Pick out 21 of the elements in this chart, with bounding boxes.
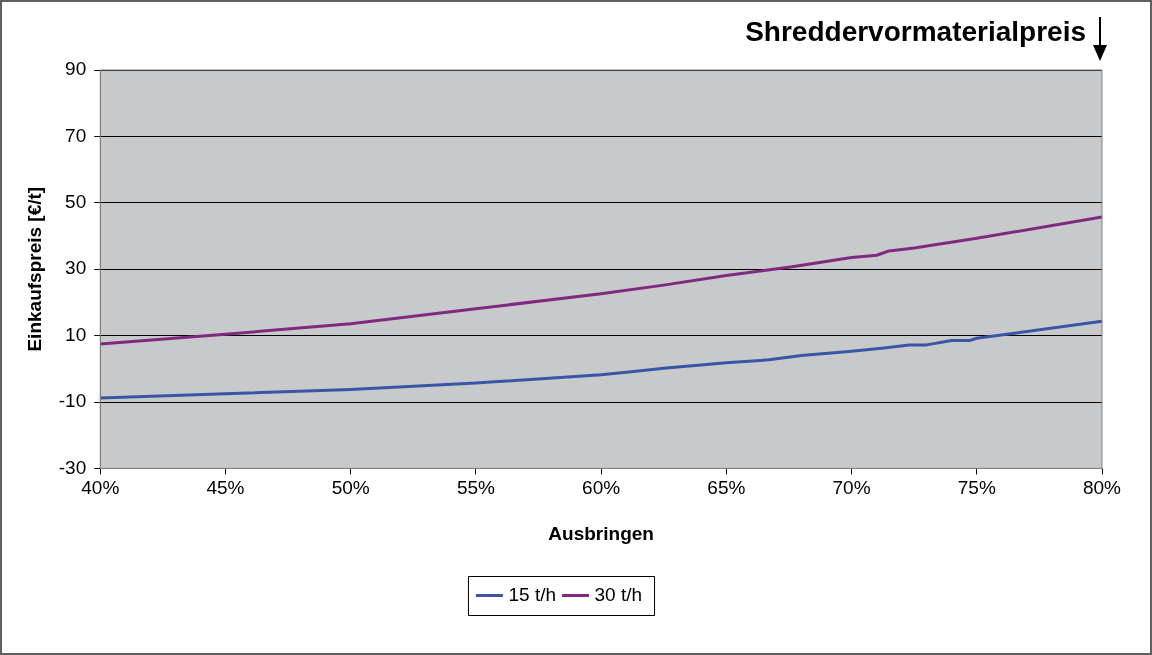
y-tick-label: 90 [65, 58, 87, 80]
x-tick-label: 70% [832, 477, 871, 499]
x-tick-label: 50% [331, 477, 370, 499]
x-tick-label: 55% [456, 477, 496, 499]
x-tick-label: 65% [707, 477, 746, 499]
y-tick-label: -30 [58, 456, 87, 478]
y-tick-label: 70 [65, 124, 87, 146]
chart-title: Shreddervormaterialpreis [745, 16, 1086, 48]
x-axis-title: Ausbringen [548, 522, 654, 544]
x-tick-label: 80% [1082, 477, 1122, 499]
y-axis-title: Einkaufspreis [€/t] [23, 186, 45, 352]
y-tick-label: 30 [65, 257, 87, 279]
x-tick-label: 60% [582, 477, 621, 499]
y-tick-label: -10 [58, 390, 87, 412]
legend-label: 30 t/h [594, 583, 643, 605]
legend-label: 15 t/h [508, 583, 557, 605]
x-tick-label: 40% [81, 477, 120, 499]
y-tick-label: 50 [65, 191, 87, 213]
x-tick-label: 75% [957, 477, 996, 499]
y-tick-label: 10 [65, 323, 87, 345]
x-tick-label: 45% [206, 477, 245, 499]
